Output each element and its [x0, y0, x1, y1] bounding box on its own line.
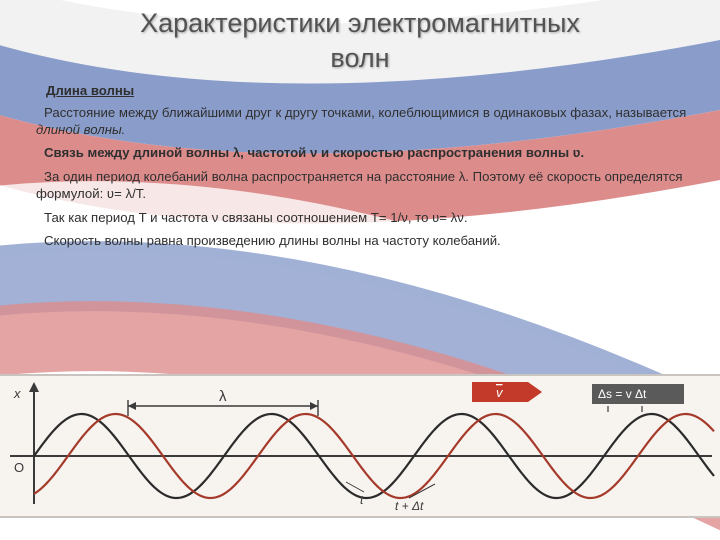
paragraph-5: Скорость волны равна произведению длины …	[36, 232, 692, 249]
p1-term: длиной волны.	[36, 122, 125, 137]
paragraph-1: Расстояние между ближайшими друг к другу…	[36, 104, 692, 139]
p1-text: Расстояние между ближайшими друг к другу…	[44, 105, 686, 120]
paragraph-3: За один период колебаний волна распростр…	[36, 168, 692, 203]
title-line2: волн	[330, 43, 389, 73]
slide-content: Характеристики электромагнитных волн Дли…	[0, 0, 720, 540]
svg-text:λ: λ	[219, 388, 227, 405]
svg-text:x: x	[13, 386, 21, 401]
svg-text:t + Δt: t + Δt	[395, 499, 424, 513]
body-text: Длина волны Расстояние между ближайшими …	[0, 76, 720, 249]
paragraph-4: Так как период T и частота ν связаны соо…	[36, 209, 692, 226]
section-heading: Длина волны	[36, 82, 692, 99]
wave-diagram: xOλvΔs = v Δttt + Δt	[0, 374, 720, 518]
title-line1: Характеристики электромагнитных	[140, 8, 580, 38]
svg-text:Δs = v Δt: Δs = v Δt	[598, 387, 647, 401]
slide-title: Характеристики электромагнитных волн	[0, 0, 720, 76]
svg-text:O: O	[14, 460, 24, 475]
wave-svg: xOλvΔs = v Δttt + Δt	[0, 376, 720, 516]
paragraph-2: Связь между длиной волны λ, частотой ν и…	[36, 144, 692, 161]
svg-text:t: t	[360, 493, 364, 507]
